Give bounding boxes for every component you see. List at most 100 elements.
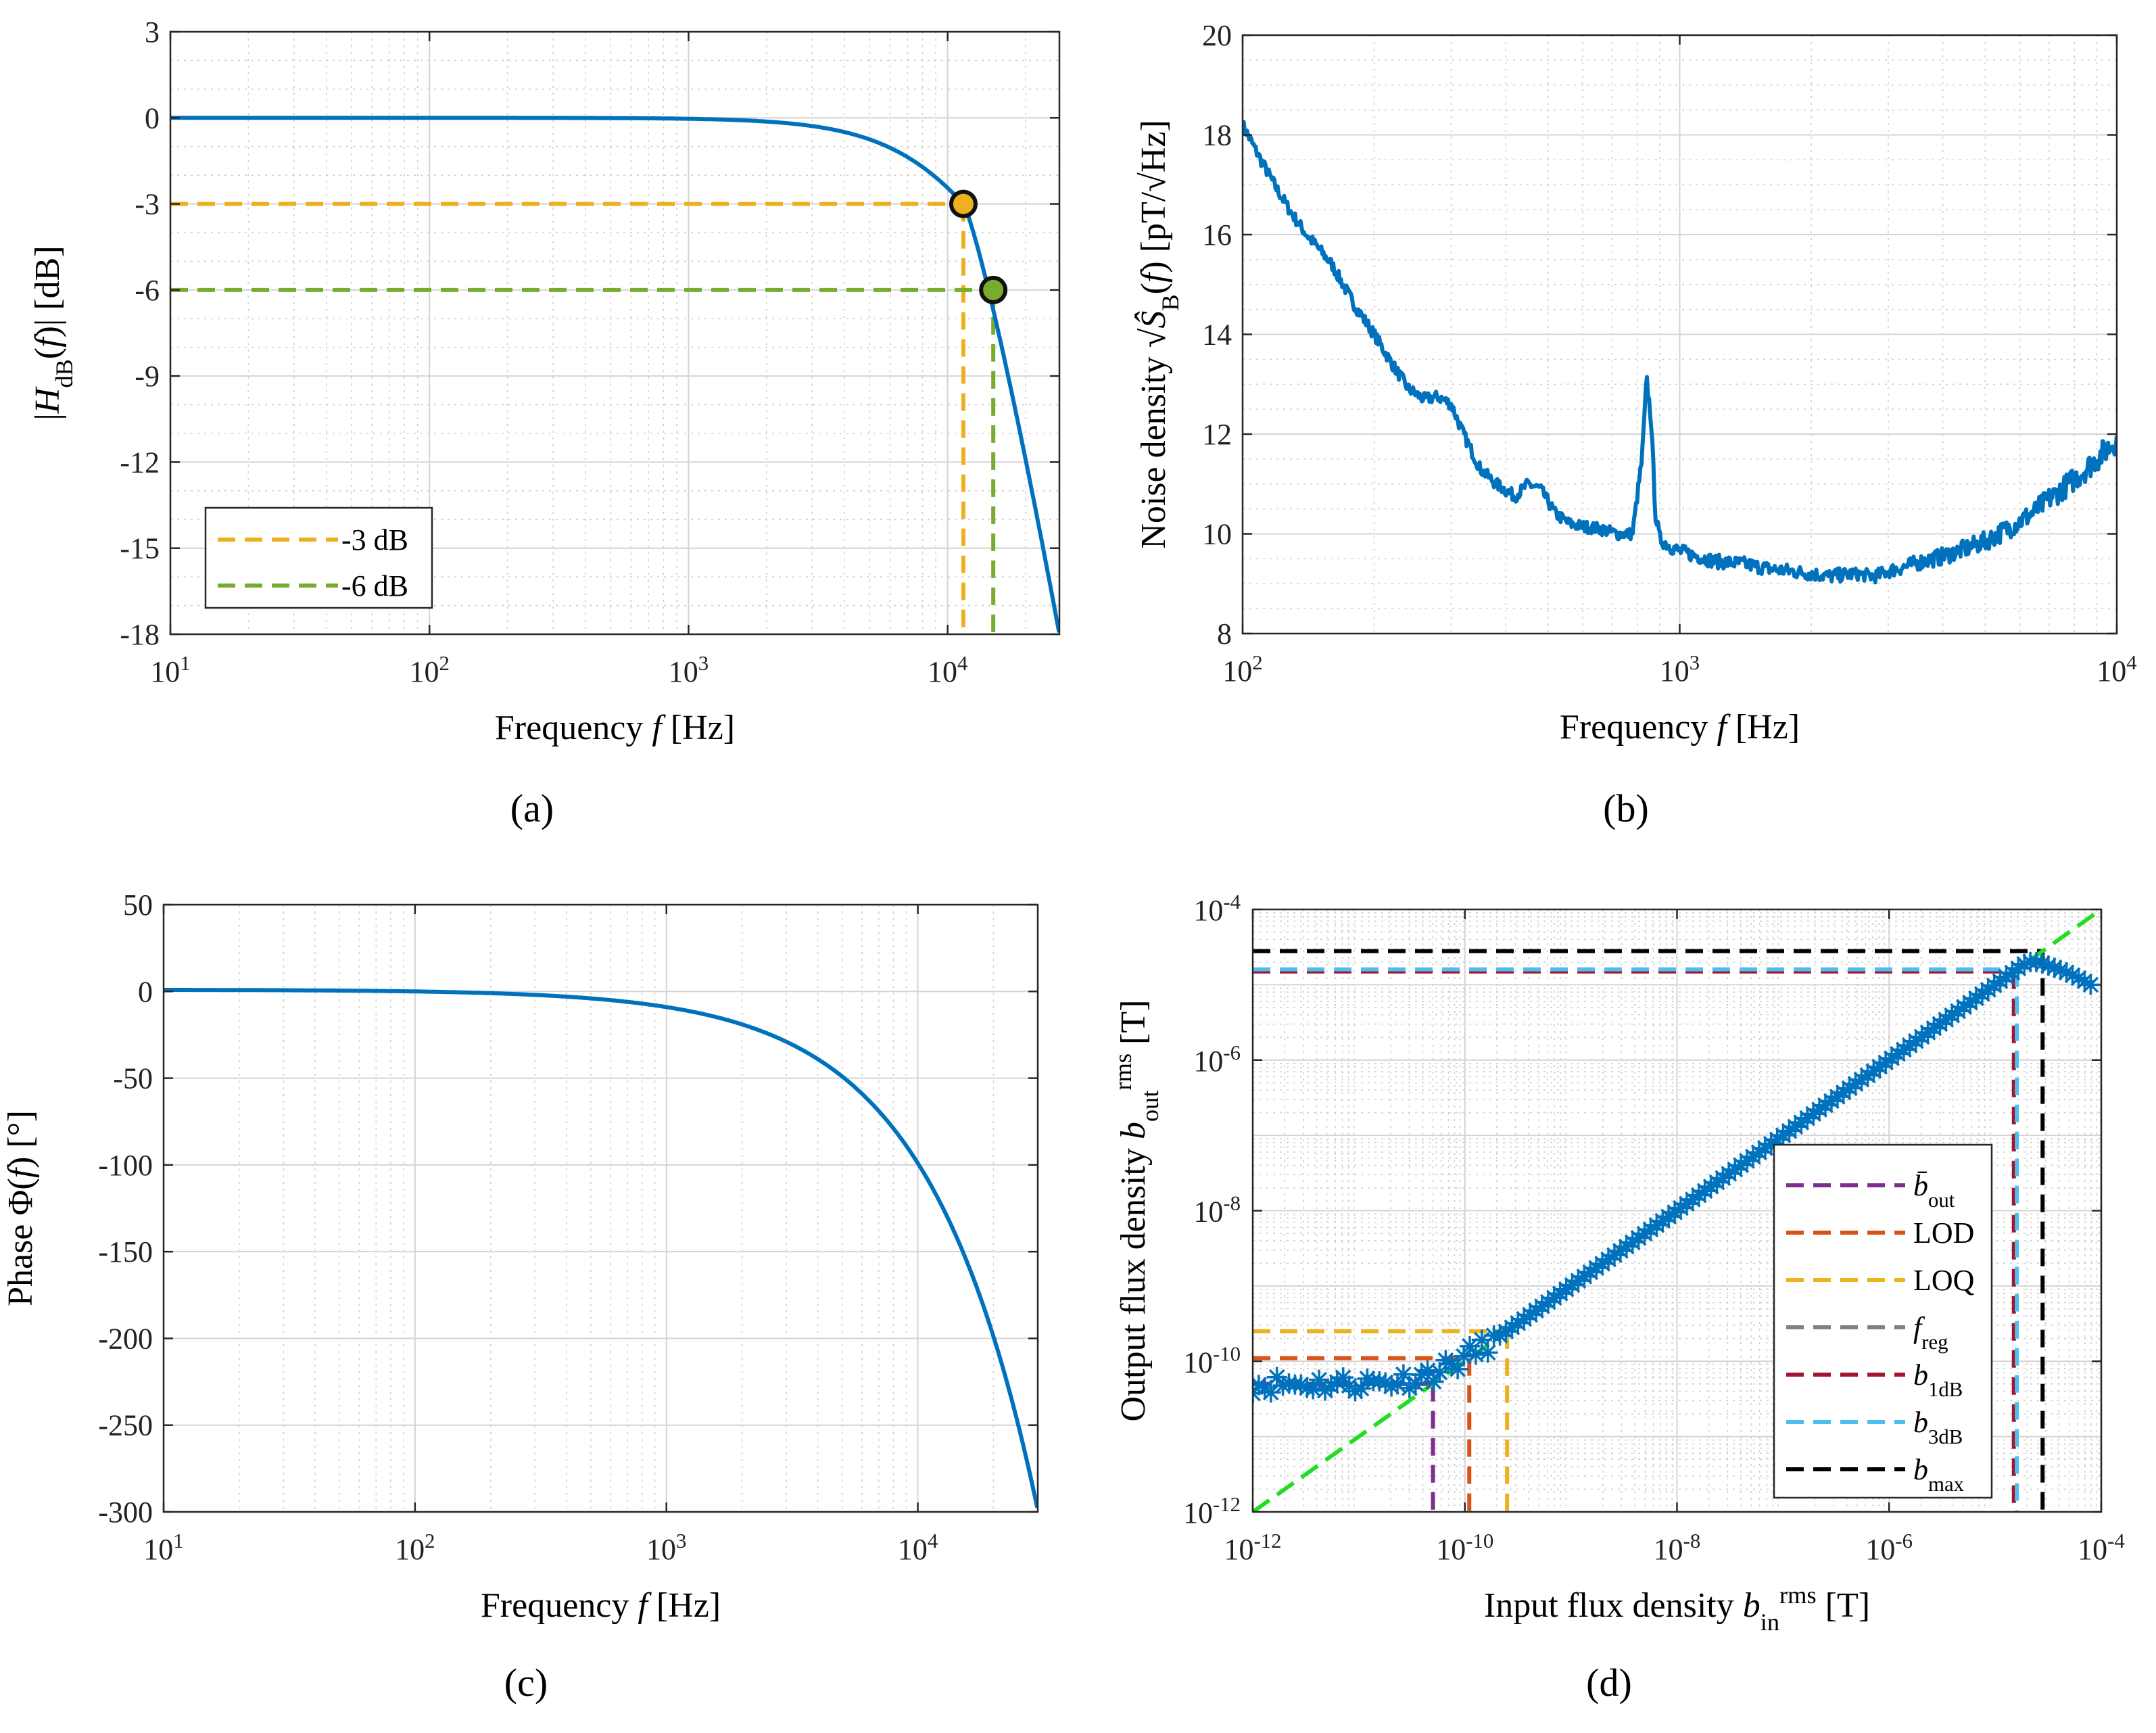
series-line	[170, 116, 1059, 633]
marker-stroke	[1311, 1371, 1327, 1388]
y-tick-label: -300	[98, 1496, 153, 1529]
marker-stroke	[2046, 959, 2063, 976]
legend-label: b3dB	[1913, 1406, 1963, 1448]
marker-stroke	[1353, 1380, 1370, 1397]
marker-stroke	[1450, 1361, 1466, 1377]
marker-stroke	[1425, 1373, 1442, 1390]
x-tick-label: 102	[395, 1529, 435, 1566]
y-tick-label: 0	[145, 101, 160, 135]
x-tick-label: 10-10	[1436, 1529, 1493, 1566]
x-tick-label: 101	[143, 1529, 183, 1566]
x-tick-label: 10-6	[1865, 1529, 1913, 1566]
marker-stroke	[2052, 962, 2069, 978]
data-point-marker	[979, 275, 1008, 304]
y-tick-label: -9	[135, 360, 160, 393]
marker-stroke	[1359, 1371, 1376, 1387]
y-tick-label: 12	[1202, 418, 1232, 451]
panel-caption: (b)	[1603, 786, 1649, 830]
data-point-marker	[1477, 1342, 1498, 1363]
x-tick-label: 103	[1660, 651, 1700, 688]
y-tick-label: 10-4	[1193, 891, 1241, 927]
marker-stroke	[2040, 957, 2057, 974]
plot-content	[1253, 909, 2101, 1512]
x-tick-label: 102	[410, 652, 450, 688]
plot-area	[164, 905, 1038, 1512]
data-point-marker	[1405, 1373, 1426, 1394]
plot-content	[164, 988, 1038, 1509]
legend-box	[1773, 1143, 1993, 1499]
axes-frame	[162, 903, 1039, 1513]
series-line	[1243, 120, 2117, 585]
x-axis-label: Input flux density binrms [T]	[1484, 1582, 1870, 1636]
x-tick-label: 104	[2097, 651, 2136, 688]
x-tick-label: 10-12	[1224, 1529, 1281, 1566]
plot-content	[1243, 120, 2117, 585]
marker-stroke	[1395, 1366, 1412, 1383]
panel-caption: (c)	[504, 1661, 548, 1705]
marker-stroke	[1407, 1375, 1424, 1392]
panel-caption: (a)	[510, 786, 554, 830]
marker-stroke	[2034, 955, 2051, 972]
marker-stroke	[1262, 1384, 1279, 1401]
y-axis-label: Noise density √ŜB(f) [pT/√Hz]	[1134, 120, 1184, 548]
marker-stroke	[1335, 1369, 1351, 1386]
y-tick-label: 14	[1202, 318, 1232, 352]
data-point-marker	[1351, 1378, 1372, 1399]
series-line	[164, 988, 1038, 1509]
x-axis-label: Frequency f [Hz]	[1560, 708, 1800, 746]
marker-stroke	[1431, 1364, 1448, 1381]
y-tick-label: 18	[1202, 119, 1232, 152]
data-point-marker	[1423, 1371, 1444, 1392]
marker-stroke	[1293, 1376, 1310, 1393]
axes-frame	[169, 30, 1061, 636]
x-tick-label: 10-8	[1654, 1529, 1701, 1566]
y-tick-label: -100	[98, 1149, 153, 1182]
y-tick-label: -250	[98, 1409, 153, 1442]
y-axis-label: |HdB(f)| [dB]	[28, 245, 78, 420]
marker-stroke	[2058, 964, 2075, 981]
x-tick-label: 10-4	[2078, 1529, 2125, 1566]
y-tick-label: 16	[1202, 218, 1232, 252]
data-point-marker	[2080, 974, 2101, 995]
data-point-marker	[1803, 1103, 1824, 1124]
y-axis-label: Output flux density boutrms [T]	[1109, 1000, 1164, 1422]
y-tick-label: -3	[135, 188, 160, 221]
legend-label: LOD	[1913, 1216, 1974, 1250]
y-tick-label: 3	[145, 16, 160, 49]
y-tick-label: 10-10	[1183, 1342, 1241, 1379]
data-point-marker	[949, 189, 978, 218]
panel-caption: (d)	[1586, 1661, 1632, 1705]
marker-stroke	[1389, 1376, 1406, 1393]
marker-stroke	[1253, 1377, 1267, 1393]
data-point-marker	[2068, 968, 2089, 989]
y-tick-label: 10	[1202, 518, 1232, 551]
y-tick-label: 10-12	[1183, 1493, 1241, 1529]
data-point-marker	[1393, 1364, 1414, 1385]
x-tick-label: 104	[928, 652, 967, 688]
x-tick-label: 103	[669, 652, 709, 688]
y-tick-label: -150	[98, 1235, 153, 1268]
legend: -3 dB -6 dB	[204, 506, 433, 609]
y-axis-label: Phase Φ(f) [°]	[1, 1110, 40, 1306]
y-tick-label: 0	[138, 975, 153, 1008]
chart-panel-a: -3 dB -6 dB 101 102 103 104 3 0 -3 -6 -9 -12 -15 -18 F…	[28, 16, 1061, 830]
y-tick-label: -200	[98, 1322, 153, 1355]
y-tick-label: 10-6	[1193, 1041, 1241, 1078]
x-axis-label: Frequency f [Hz]	[495, 709, 735, 747]
y-tick-label: 8	[1217, 617, 1232, 650]
x-tick-label: 103	[646, 1529, 686, 1566]
marker-stroke	[1437, 1352, 1454, 1369]
legend-label: -6 dB	[341, 569, 408, 602]
data-point-marker	[1411, 1364, 1432, 1385]
marker-stroke	[1462, 1338, 1478, 1354]
marker-stroke	[1253, 1392, 1261, 1402]
legend-label: LOQ	[1913, 1264, 1975, 1297]
y-tick-label: 10-8	[1193, 1192, 1241, 1229]
marker-stroke	[2064, 967, 2081, 984]
marker-stroke	[2082, 976, 2099, 993]
legend-label: b1dB	[1913, 1358, 1963, 1401]
marker-stroke	[2076, 973, 2093, 990]
